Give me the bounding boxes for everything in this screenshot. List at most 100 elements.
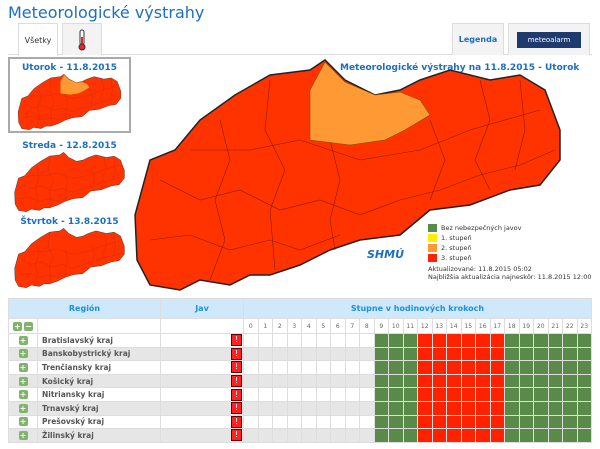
day-wednesday[interactable]: Streda - 12.8.2015 xyxy=(8,137,131,217)
hour-cell xyxy=(315,373,331,389)
expand-cell[interactable]: + xyxy=(8,428,38,443)
hour-cell xyxy=(243,428,259,443)
expand-icon[interactable]: + xyxy=(18,403,28,413)
hour-header: 0 xyxy=(243,318,259,334)
expand-icon[interactable]: + xyxy=(18,417,28,427)
hour-cell xyxy=(315,360,331,375)
expand-icon[interactable]: + xyxy=(18,376,28,386)
expand-collapse-all[interactable]: + − xyxy=(8,318,38,334)
hour-cell xyxy=(373,428,389,443)
update-info: Aktualizované: 11.8.2015 05:02 Najbližšia… xyxy=(428,265,592,281)
expand-cell[interactable]: + xyxy=(8,414,38,430)
day-thursday[interactable]: Štvrtok - 13.8.2015 xyxy=(8,213,131,293)
hour-cell xyxy=(402,346,418,362)
mini-map xyxy=(12,73,127,131)
expand-icon[interactable]: + xyxy=(18,390,28,400)
expand-cell[interactable]: + xyxy=(8,387,38,402)
legend-button[interactable]: Legenda xyxy=(452,23,504,55)
expand-cell[interactable]: + xyxy=(8,346,38,362)
hour-cell xyxy=(489,400,505,416)
hour-cell xyxy=(315,346,331,362)
expand-icon[interactable]: + xyxy=(18,430,28,440)
hour-cell xyxy=(431,387,447,402)
warning-icon[interactable]: ! xyxy=(231,415,242,428)
hour-cell xyxy=(576,428,592,443)
hour-header: 5 xyxy=(315,318,331,334)
hour-cell xyxy=(504,414,520,430)
warning-icon[interactable]: ! xyxy=(231,334,242,347)
expand-all-icon[interactable]: + xyxy=(13,321,23,331)
expand-cell[interactable]: + xyxy=(8,360,38,375)
warning-icon[interactable]: ! xyxy=(231,347,242,360)
hour-cell xyxy=(257,346,273,362)
hour-header: 17 xyxy=(489,318,505,334)
hour-cell xyxy=(518,414,534,430)
next-update-text: Najbližšia aktualizácia najneskôr: 11.8.… xyxy=(428,273,592,281)
hour-cell xyxy=(547,333,563,348)
legend-label: 3. stupeň xyxy=(441,254,472,262)
blank xyxy=(160,318,244,334)
hour-cell xyxy=(243,414,259,430)
hour-cell xyxy=(431,428,447,443)
shmu-logo: SHMÚ xyxy=(367,248,405,261)
collapse-all-icon[interactable]: − xyxy=(23,321,33,331)
hour-header: 4 xyxy=(301,318,317,334)
region-name: Nitriansky kraj xyxy=(37,387,161,402)
expand-icon[interactable]: + xyxy=(18,349,28,359)
hour-cell xyxy=(257,400,273,416)
expand-cell[interactable]: + xyxy=(8,400,38,416)
hour-cell xyxy=(547,400,563,416)
hour-cell xyxy=(257,428,273,443)
hour-header: 21 xyxy=(547,318,563,334)
hour-cell xyxy=(344,400,360,416)
hour-cell xyxy=(562,360,578,375)
expand-icon[interactable]: + xyxy=(18,335,28,345)
hour-cell xyxy=(460,428,476,443)
legend-swatch xyxy=(428,224,437,232)
hour-cell xyxy=(518,333,534,348)
map-title: Meteorologické výstrahy na 11.8.2015 - U… xyxy=(340,63,580,73)
hour-cell xyxy=(257,387,273,402)
day-tuesday[interactable]: Utorok - 11.8.2015 xyxy=(8,57,131,133)
expand-cell[interactable]: + xyxy=(8,333,38,348)
expand-icon[interactable]: + xyxy=(18,362,28,372)
hour-cell xyxy=(286,360,302,375)
hour-cell xyxy=(402,428,418,443)
hour-cell xyxy=(388,346,404,362)
hour-cell xyxy=(344,414,360,430)
warning-icon[interactable]: ! xyxy=(231,429,242,442)
blank xyxy=(37,318,161,334)
region-name: Trnavský kraj xyxy=(37,400,161,416)
hour-cell xyxy=(243,387,259,402)
hour-cell xyxy=(431,414,447,430)
hour-cell xyxy=(431,373,447,389)
meteoalarm-text: meteoalarm xyxy=(527,35,571,44)
hour-cell xyxy=(286,387,302,402)
hour-cell xyxy=(475,387,491,402)
hour-cell xyxy=(562,346,578,362)
meteoalarm-link[interactable]: meteoalarm xyxy=(508,23,590,55)
hour-cell xyxy=(301,387,317,402)
warning-icon[interactable]: ! xyxy=(231,402,242,415)
hour-cell xyxy=(315,428,331,443)
hour-cell xyxy=(286,414,302,430)
tab-temperature[interactable] xyxy=(62,23,102,55)
warning-icon[interactable]: ! xyxy=(231,388,242,401)
hour-cell xyxy=(388,373,404,389)
hour-cell xyxy=(330,333,346,348)
hour-cell xyxy=(518,346,534,362)
tab-vsetky[interactable]: Všetky xyxy=(18,23,58,56)
hour-cell xyxy=(533,360,549,375)
jav-cell: ! xyxy=(160,428,244,443)
hour-cell xyxy=(330,387,346,402)
hour-cell xyxy=(533,414,549,430)
warning-icon[interactable]: ! xyxy=(231,375,242,388)
hour-cell xyxy=(330,414,346,430)
hour-cell xyxy=(301,400,317,416)
expand-cell[interactable]: + xyxy=(8,373,38,389)
hour-cell xyxy=(359,333,375,348)
warning-icon[interactable]: ! xyxy=(231,361,242,374)
hour-cell xyxy=(431,333,447,348)
hour-cell xyxy=(417,414,433,430)
hour-cell xyxy=(257,414,273,430)
